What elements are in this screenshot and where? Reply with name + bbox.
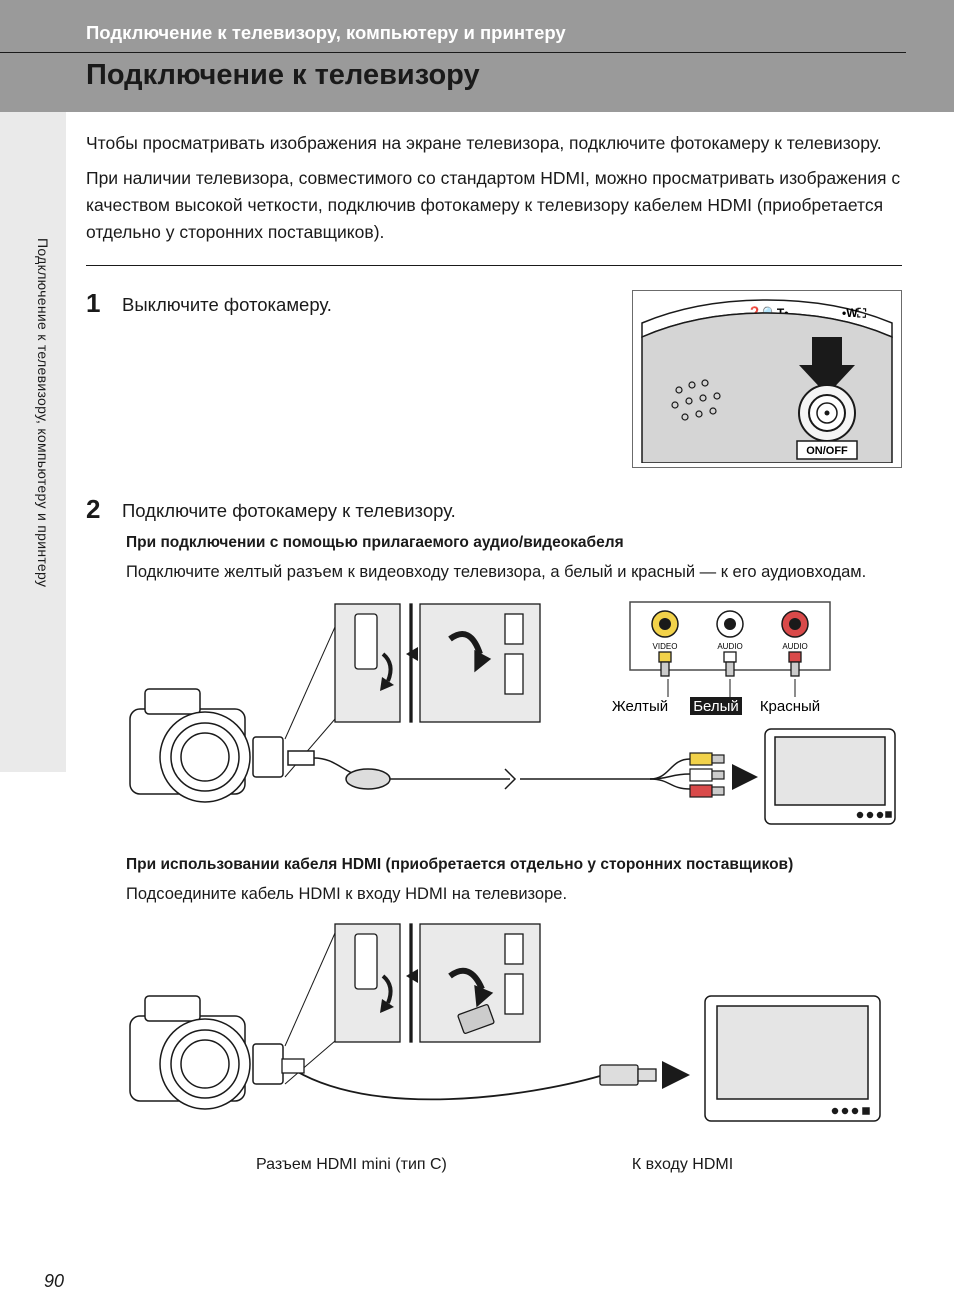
step-2-text: Подключите фотокамеру к телевизору. xyxy=(122,496,902,522)
hdmi-diagram-svg xyxy=(110,921,900,1141)
sidebar-vertical-text: Подключение к телевизору, компьютеру и п… xyxy=(35,238,51,587)
sidebar-grey xyxy=(0,112,66,772)
page-number: 90 xyxy=(44,1271,64,1292)
intro-p2: При наличии телевизора, совместимого со … xyxy=(86,165,902,246)
hdmi-text: Подсоедините кабель HDMI к входу HDMI на… xyxy=(126,882,902,907)
page-title: Подключение к телевизору xyxy=(0,53,954,92)
svg-text:Желтый: Желтый xyxy=(612,698,668,715)
intro-block: Чтобы просматривать изображения на экран… xyxy=(86,130,902,247)
av-diagram: VIDEO AUDIO AUDIO Желтый Белый Белый Кра… xyxy=(110,599,902,844)
step-2-row: 2 Подключите фотокамеру к телевизору. xyxy=(86,496,902,522)
svg-text:AUDIO: AUDIO xyxy=(782,642,807,651)
hdmi-heading: При использовании кабеля HDMI (приобрета… xyxy=(126,854,902,876)
power-figure: ❓🔍T• •W⛶ ON/OFF xyxy=(632,290,902,468)
section-title: Подключение к телевизору, компьютеру и п… xyxy=(0,22,906,53)
hdmi-diagram xyxy=(110,921,902,1146)
svg-text:AUDIO: AUDIO xyxy=(717,642,742,651)
av-text: Подключите желтый разъем к видеовходу те… xyxy=(126,560,902,585)
step-2-number: 2 xyxy=(86,496,108,522)
svg-text:Белый: Белый xyxy=(693,698,739,715)
av-heading: При подключении с помощью прилагаемого а… xyxy=(126,532,902,554)
page-header: Подключение к телевизору, компьютеру и п… xyxy=(0,0,954,112)
av-diagram-svg: VIDEO AUDIO AUDIO Желтый Белый Белый Кра… xyxy=(110,599,900,839)
step-1-row: 1 Выключите фотокамеру. ❓🔍T• •W⛶ xyxy=(86,290,902,468)
content-area: Чтобы просматривать изображения на экран… xyxy=(0,112,954,1174)
hdmi-captions: Разъем HDMI mini (тип C) К входу HDMI xyxy=(126,1156,902,1174)
camera-power-svg: ❓🔍T• •W⛶ ON/OFF xyxy=(637,295,897,463)
intro-p1: Чтобы просматривать изображения на экран… xyxy=(86,130,902,157)
svg-text:VIDEO: VIDEO xyxy=(653,642,678,651)
onoff-label: ON/OFF xyxy=(806,445,848,457)
step-1-number: 1 xyxy=(86,290,108,316)
top-symbols-right: •W⛶ xyxy=(842,306,867,320)
hdmi-caption-1: Разъем HDMI mini (тип C) xyxy=(256,1156,447,1174)
hdmi-caption-2: К входу HDMI xyxy=(632,1156,733,1174)
step-1-text: Выключите фотокамеру. xyxy=(122,290,618,316)
svg-text:Красный: Красный xyxy=(760,698,820,715)
separator xyxy=(86,265,902,266)
